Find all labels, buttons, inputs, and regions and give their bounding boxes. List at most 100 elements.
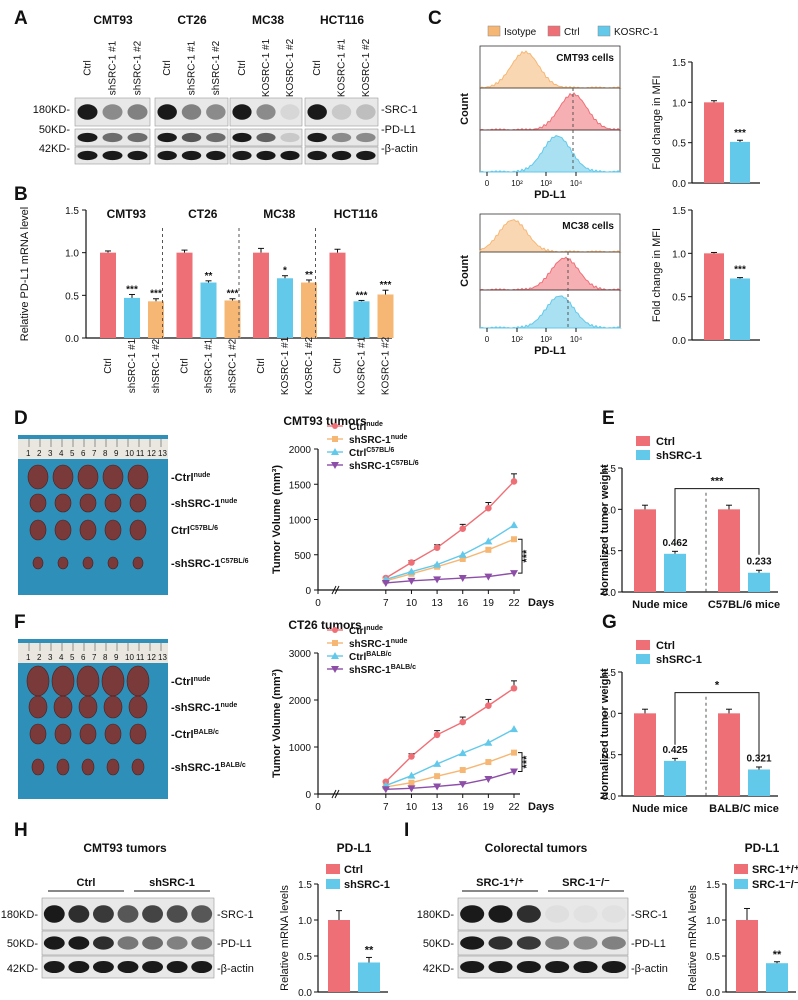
legend-swatch	[734, 864, 748, 874]
y-tick-label: 1.0	[602, 505, 616, 516]
significance-mark: ***	[734, 264, 746, 275]
tumor-group-label: -CtrlBALB/c	[171, 729, 219, 741]
blot-band	[307, 104, 327, 120]
x-tick-label: 19	[483, 802, 495, 813]
data-point	[484, 573, 493, 581]
tumor-group-label: -shSRC-1nude	[171, 702, 237, 714]
value-label: 0.425	[662, 745, 687, 756]
blot-band	[77, 104, 98, 120]
cell-line-title: HCT116	[320, 13, 364, 27]
bar	[148, 301, 164, 338]
cell-title: CMT93 cells	[556, 53, 614, 64]
significance-bracket	[518, 538, 523, 574]
data-point	[408, 779, 415, 786]
blot-band	[142, 960, 164, 974]
ruler-number: 6	[81, 449, 86, 458]
blot-band	[356, 104, 376, 120]
ruler-number: 2	[37, 653, 42, 662]
ruler	[18, 439, 168, 459]
legend-label: CtrlC57BL/6	[349, 447, 394, 459]
histogram-curve	[479, 92, 622, 131]
y-axis-label: Count	[459, 255, 471, 287]
lane-label: KOSRC-1 #1	[337, 38, 348, 97]
x-tick-label: 10²	[511, 179, 523, 188]
bar	[253, 252, 269, 338]
ruler-number: 3	[48, 653, 53, 662]
x-axis-label: PD-L1	[534, 345, 566, 357]
data-point	[459, 555, 466, 562]
data-point	[433, 759, 442, 767]
tumor	[77, 464, 99, 490]
blot-band	[232, 150, 252, 161]
legend-label: Ctrl	[656, 640, 675, 652]
blot-band	[102, 104, 123, 120]
y-tick-label: 1.5	[298, 880, 312, 891]
tumor	[79, 493, 97, 513]
x-tick-label: 10	[406, 598, 418, 609]
blot-band	[601, 936, 626, 950]
ruler-number: 7	[92, 653, 97, 662]
tumor	[56, 758, 70, 776]
lane-label: Ctrl	[162, 60, 173, 76]
legend-swatch	[734, 879, 748, 889]
legend-label: Ctrl	[656, 436, 675, 448]
data-point	[433, 560, 442, 568]
lane-label: KOSRC-1 #1	[261, 38, 272, 97]
blot-band	[127, 150, 148, 161]
tumor	[53, 695, 73, 719]
y-tick-label: 0.5	[672, 139, 686, 150]
legend-label: shSRC-1	[656, 450, 702, 462]
panel-b-mrna-chart: Relative PD-L1 mRNA level 0.0 0.5 1.0 1.5 CMT…	[19, 206, 394, 395]
significance-mark: ***	[126, 284, 138, 295]
x-tick-label: 7	[383, 802, 389, 813]
tumor	[54, 519, 72, 541]
blot-band	[280, 132, 300, 143]
ruler-number: 8	[103, 653, 108, 662]
blot-band	[460, 960, 485, 974]
bar-title: PD-L1	[337, 841, 372, 855]
blot-band	[280, 104, 300, 120]
bar	[766, 963, 788, 992]
y-tick-label: 0.5	[602, 547, 616, 558]
panel-label-e: E	[602, 408, 615, 429]
blot-band	[280, 150, 300, 161]
blot-band	[307, 150, 327, 161]
bar	[200, 282, 217, 338]
y-tick-label: 0.0	[602, 588, 616, 599]
category-label: shSRC-1 #1	[127, 338, 138, 393]
ruler	[18, 643, 168, 663]
blot-band	[331, 104, 352, 120]
panel-title: CMT93 tumors	[83, 841, 167, 855]
y-tick-label: 1.0	[672, 249, 686, 260]
series-line	[385, 538, 515, 582]
protein-label: -SRC-1	[631, 909, 668, 921]
lane-label: Ctrl	[83, 60, 94, 76]
y-tick-label: 0.0	[672, 179, 686, 190]
series-line	[385, 572, 515, 584]
value-label: 0.462	[662, 538, 687, 549]
bar-ctrl	[718, 713, 740, 796]
bar	[328, 920, 350, 992]
legend-marker	[331, 448, 339, 455]
data-point	[458, 550, 467, 558]
blot-band	[92, 960, 114, 974]
cell-line-title: CT26	[177, 13, 207, 27]
data-point	[407, 567, 416, 575]
bar-sh	[664, 553, 686, 592]
blot-band	[102, 132, 123, 143]
y-tick-label: 0.5	[65, 291, 79, 302]
tumor-photo	[18, 435, 168, 595]
data-point	[458, 575, 467, 583]
lane-label: Ctrl	[237, 60, 248, 76]
blot-band	[102, 150, 123, 161]
data-point	[485, 546, 492, 553]
tumor-group-label: -shSRC-1C57BL/6	[171, 558, 249, 570]
tumor	[104, 519, 122, 541]
series-line	[385, 728, 515, 787]
lane-label: KOSRC-1 #2	[361, 38, 372, 97]
ruler-number: 5	[70, 449, 75, 458]
blot-band	[516, 905, 541, 923]
tumor	[104, 493, 122, 513]
y-tick-label: 0.0	[602, 792, 616, 803]
group-label: shSRC-1	[149, 877, 195, 889]
